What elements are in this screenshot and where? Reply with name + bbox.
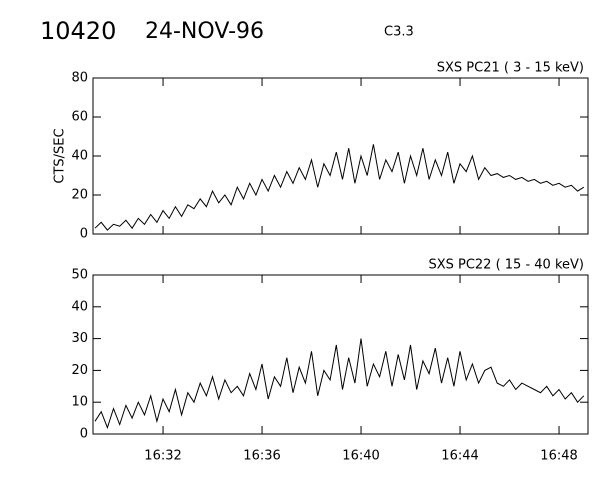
y-tick-label: 50	[71, 268, 88, 283]
y-tick-label: 0	[80, 227, 88, 242]
panel-title: SXS PC22 ( 15 - 40 keV)	[428, 258, 584, 273]
x-tick-label: 16:36	[243, 449, 280, 464]
y-tick-label: 80	[71, 71, 88, 86]
y-tick-label: 40	[71, 299, 88, 314]
y-tick-label: 10	[71, 395, 88, 410]
flare-class: C3.3	[384, 25, 414, 40]
event-date: 24-NOV-96	[145, 19, 264, 44]
data-line	[94, 338, 585, 430]
y-axis-label: CTS/SEC	[53, 128, 68, 183]
x-tick-label: 16:32	[144, 449, 181, 464]
plot-frame	[92, 274, 589, 435]
panel-title: SXS PC21 ( 3 - 15 keV)	[437, 61, 584, 76]
y-tick-label: 0	[80, 427, 88, 442]
y-tick-label: 30	[71, 331, 88, 346]
y-tick-label: 40	[71, 149, 88, 164]
y-tick-label: 60	[71, 110, 88, 125]
y-tick-label: 20	[71, 363, 88, 378]
x-tick-label: 16:40	[342, 449, 379, 464]
y-tick-label: 20	[71, 188, 88, 203]
event-id: 10420	[40, 17, 116, 45]
data-line	[94, 144, 585, 231]
x-tick-label: 16:48	[540, 449, 577, 464]
x-tick-label: 16:44	[441, 449, 478, 464]
